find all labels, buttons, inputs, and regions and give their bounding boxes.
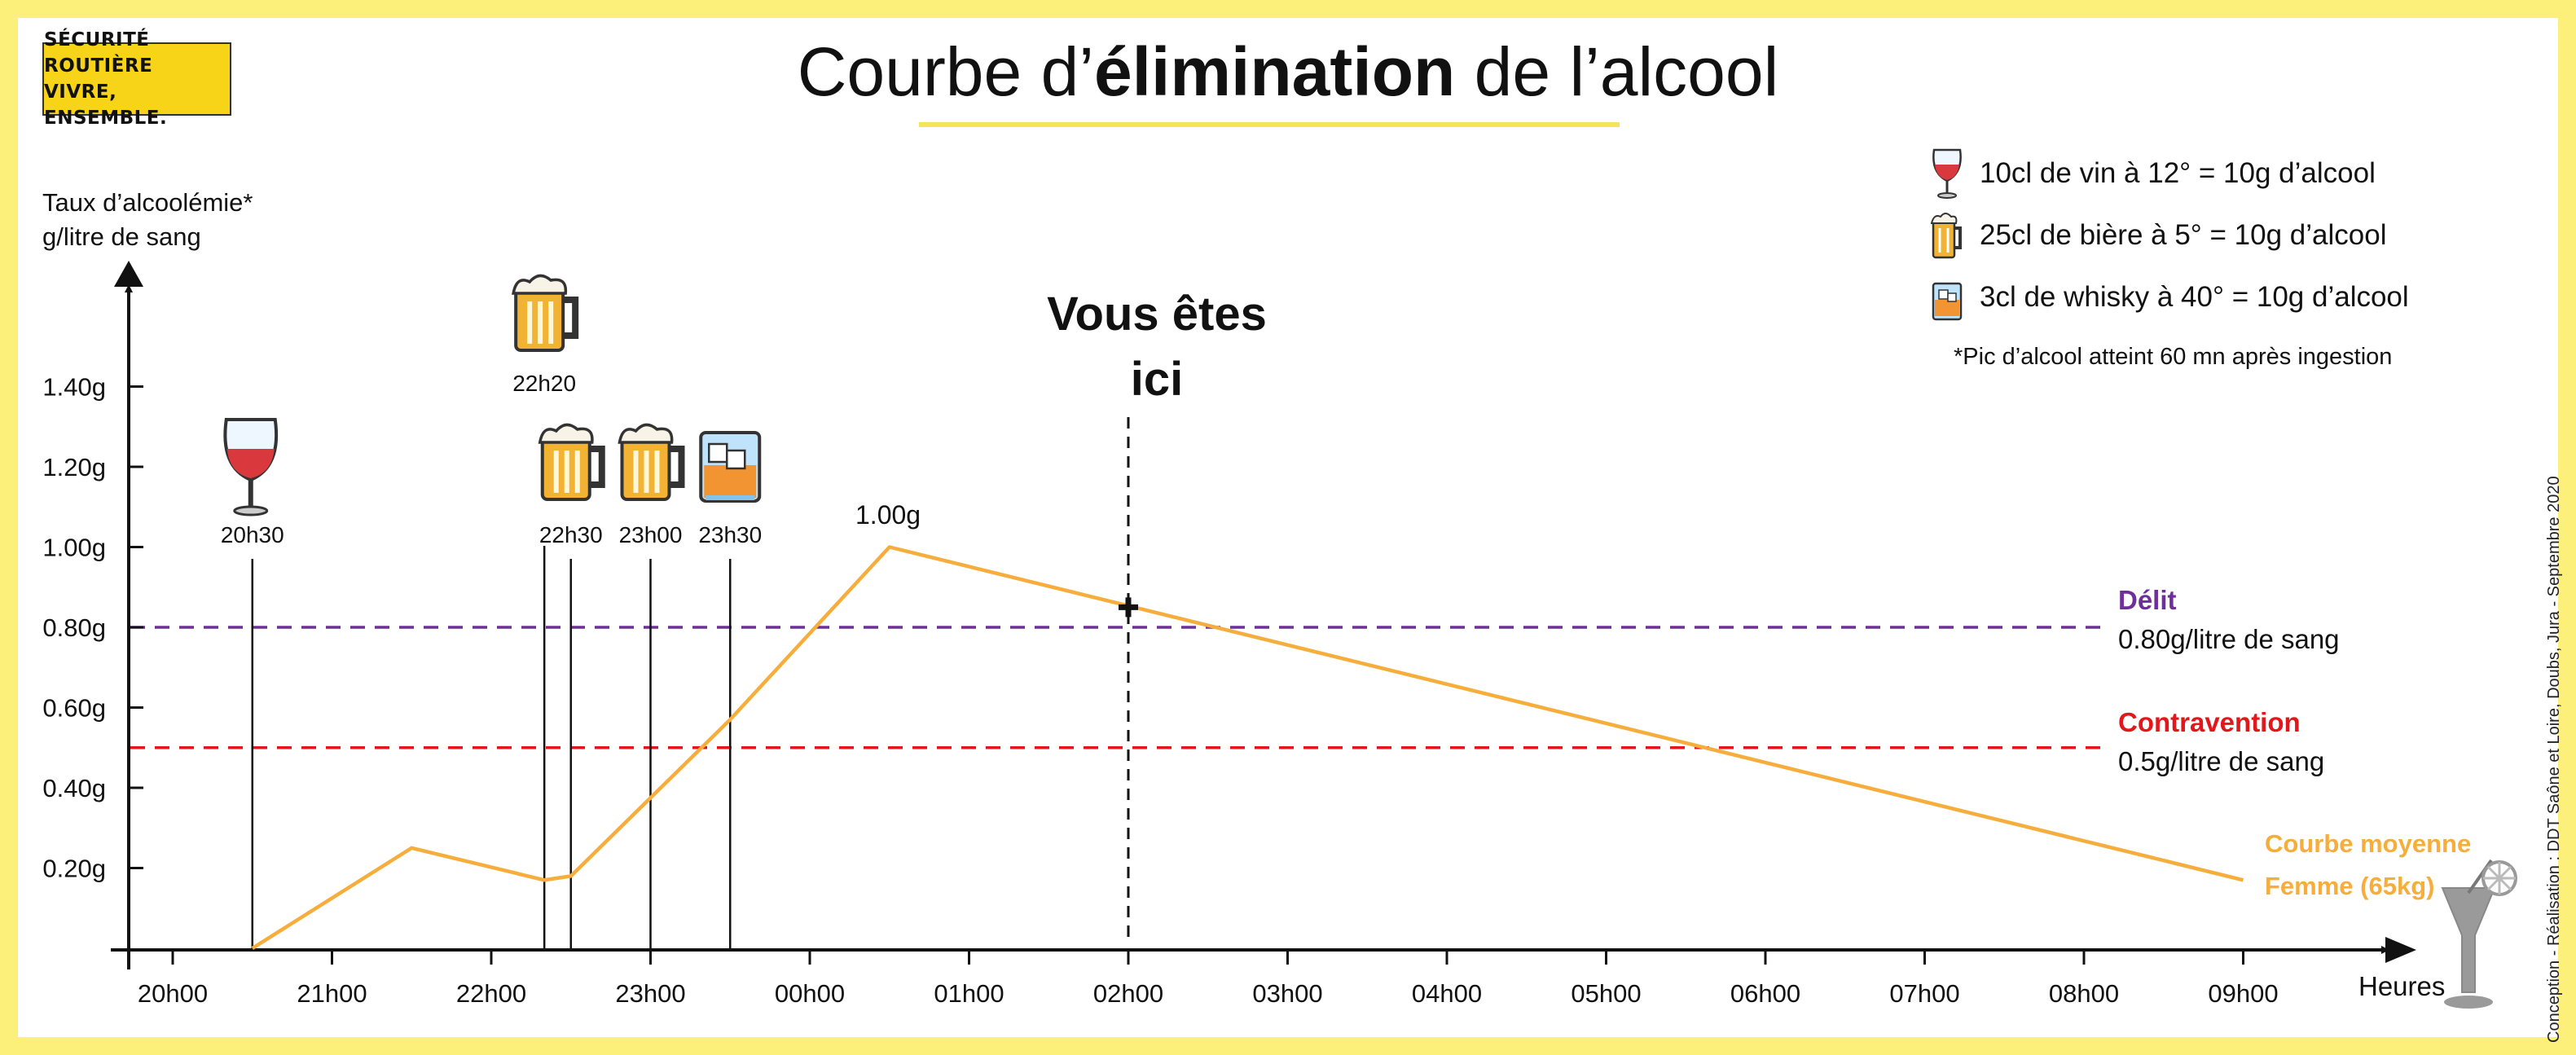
- x-tick-label-13: 09h00: [2208, 979, 2278, 1008]
- whisky-glass-icon: [1932, 282, 1963, 321]
- legend-item-whisky: 3cl de whisky à 40° = 10g d’alcool: [1931, 272, 2409, 323]
- legend-text-whisky: 3cl de whisky à 40° = 10g d’alcool: [1980, 281, 2409, 313]
- x-tick-label-6: 02h00: [1093, 979, 1163, 1008]
- y-tick-label-2: 1.00g: [42, 534, 106, 562]
- logo-line-2: VIVRE, ENSEMBLE.: [44, 81, 168, 129]
- title-bold: élimination: [1093, 33, 1456, 110]
- curve-series-label-line-1: Courbe moyenne: [2265, 829, 2472, 858]
- drink-time-label-3: 23h00: [619, 522, 683, 547]
- x-tick-label-8: 04h00: [1412, 979, 1482, 1008]
- page-title: Courbe d’élimination de l’alcool: [0, 33, 2576, 112]
- x-tick-label-5: 01h00: [934, 979, 1004, 1008]
- y-tick-label-4: 0.60g: [42, 694, 106, 723]
- x-tick-label-1: 21h00: [297, 979, 367, 1008]
- footnote: *Pic d’alcool atteint 60 mn après ingest…: [1954, 344, 2393, 370]
- threshold-delit-label: Délit: [2118, 585, 2177, 615]
- beer-mug-icon: [540, 424, 602, 499]
- y-axis-label: Taux d’alcoolémie* g/litre de sang: [42, 186, 253, 254]
- x-tick-label-2: 22h00: [456, 979, 526, 1008]
- you-are-here-line-1: Vous êtes: [1047, 288, 1267, 341]
- legend-item-beer: 25cl de bière à 5° = 10g d’alcool: [1931, 210, 2387, 261]
- drink-time-label-4: 23h30: [698, 522, 762, 547]
- wine-glass-icon: [1932, 148, 1962, 199]
- legend-item-wine: 10cl de vin à 12° = 10g d’alcool: [1931, 148, 2376, 199]
- drink-time-label-2: 22h30: [539, 522, 603, 547]
- curve-series-label: Courbe moyenne Femme (65kg): [2265, 823, 2471, 908]
- threshold-contravention-sub: 0.5g/litre de sang: [2118, 746, 2325, 776]
- x-tick-label-4: 00h00: [775, 979, 845, 1008]
- peak-label: 1.00g: [855, 500, 921, 530]
- drink-time-label-1: 22h20: [512, 371, 576, 396]
- threshold-contravention-label: Contravention: [2118, 707, 2301, 737]
- title-underline: [919, 122, 1620, 127]
- x-axis-unit-label: Heures: [2358, 971, 2446, 1001]
- curve-series-line: [251, 545, 2244, 950]
- x-tick-label-3: 23h00: [615, 979, 685, 1008]
- threshold-delit-sub: 0.80g/litre de sang: [2118, 624, 2340, 654]
- beer-mug-icon: [1931, 213, 1962, 259]
- you-are-here-label: Vous êtes ici: [994, 282, 1320, 412]
- you-are-here-line-2: ici: [1130, 353, 1184, 406]
- y-tick-label-1: 1.20g: [42, 453, 106, 481]
- x-tick-label-9: 05h00: [1571, 979, 1641, 1008]
- title-pre: Courbe d’: [797, 33, 1094, 110]
- curve-series-label-line-2: Femme (65kg): [2265, 872, 2435, 900]
- wine-glass-icon: [225, 420, 276, 515]
- current-position-marker: [1119, 597, 1138, 618]
- title-post: de l’alcool: [1455, 33, 1779, 110]
- y-axis-label-line-2: g/litre de sang: [42, 222, 201, 251]
- x-axis-arrowhead: [2385, 937, 2416, 963]
- x-tick-label-0: 20h00: [138, 979, 208, 1008]
- logo-line-1: SÉCURITÉ ROUTIÈRE: [44, 29, 153, 77]
- y-tick-label-5: 0.40g: [42, 774, 106, 802]
- x-tick-label-11: 07h00: [1889, 979, 1959, 1008]
- y-axis-label-line-1: Taux d’alcoolémie*: [42, 188, 253, 217]
- x-tick-label-12: 08h00: [2049, 979, 2119, 1008]
- x-tick-label-10: 06h00: [1730, 979, 1800, 1008]
- legend-text-wine: 10cl de vin à 12° = 10g d’alcool: [1980, 157, 2376, 189]
- legend-text-beer: 25cl de bière à 5° = 10g d’alcool: [1980, 219, 2387, 251]
- y-tick-label-0: 1.40g: [42, 373, 106, 402]
- securite-routiere-logo: SÉCURITÉ ROUTIÈRE VIVRE, ENSEMBLE.: [42, 29, 231, 129]
- beer-mug-icon: [620, 424, 682, 499]
- y-tick-label-3: 0.80g: [42, 613, 106, 642]
- beer-mug-icon: [513, 275, 575, 350]
- x-tick-label-7: 03h00: [1252, 979, 1322, 1008]
- y-tick-label-6: 0.20g: [42, 855, 106, 883]
- whisky-glass-icon: [701, 433, 759, 501]
- y-axis-arrowhead: [114, 261, 143, 287]
- poster-canvas: [18, 18, 2558, 1037]
- cocktail-glass-icon: [2441, 859, 2517, 1009]
- drink-time-label-0: 20h30: [221, 522, 284, 547]
